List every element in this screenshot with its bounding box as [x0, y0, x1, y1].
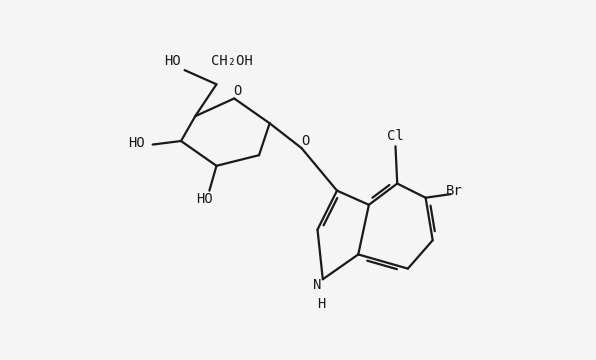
Text: H: H	[317, 297, 325, 311]
Text: CH₂OH: CH₂OH	[212, 54, 253, 68]
Text: HO: HO	[195, 193, 212, 207]
Text: HO: HO	[164, 54, 181, 68]
Text: Br: Br	[446, 184, 462, 198]
Text: HO: HO	[128, 136, 145, 150]
Text: O: O	[234, 84, 242, 98]
Text: Cl: Cl	[387, 129, 404, 143]
Text: O: O	[301, 134, 309, 148]
Text: N: N	[313, 278, 322, 292]
